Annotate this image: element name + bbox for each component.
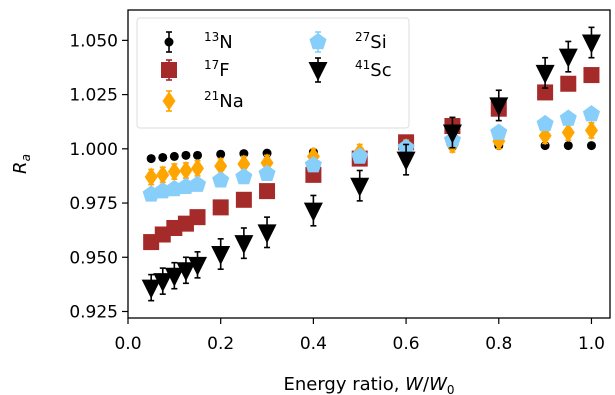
data-point [303,202,323,222]
data-point [164,267,184,287]
axes: 0.0 0.2 0.4 0.6 0.8 1.0 0.925 0.950 0.975 1.000 1.… [69,9,611,354]
legend-entry-sc: 41Sc [308,57,392,83]
data-point [144,167,158,187]
data-point [536,114,554,132]
y-tick-label: 0.925 [69,302,118,322]
data-point [442,124,462,144]
data-point [235,168,253,185]
data-point [490,123,508,140]
x-tick-label: 1.0 [578,334,605,354]
data-point [584,120,598,140]
data-point [193,150,203,160]
legend-label: 41Sc [355,58,392,81]
data-point [179,161,193,181]
data-point [560,75,577,92]
data-point [535,64,555,84]
data-point [191,158,205,178]
legend-marker [308,62,328,81]
legend-label: 27Si [355,30,387,53]
x-tick-label: 0.0 [114,334,141,354]
data-point [396,151,416,171]
data-point [212,171,230,188]
y-axis-title: Ra [10,154,33,174]
y-tick-label: 0.950 [69,248,118,268]
data-point [181,150,191,160]
data-point [216,149,226,159]
data-point [559,109,577,126]
data-point [176,262,196,282]
x-axis-title: Energy ratio, W/W0 [283,374,454,395]
y-tick-label: 1.000 [69,140,118,160]
data-point [561,123,575,143]
data-point [563,141,573,151]
series-sc [141,26,601,302]
data-layer [141,26,601,302]
data-point [214,156,228,176]
legend-entry-si: 27Si [309,30,387,53]
legend-marker [164,37,174,47]
data-point [158,152,168,162]
legend-marker [161,62,177,78]
data-point [586,141,596,151]
data-point [489,97,509,117]
data-point [189,209,206,226]
data-point [351,147,369,164]
series-si [142,105,601,202]
data-point [538,126,552,146]
data-point [156,165,170,185]
y-tick-label: 1.025 [69,86,118,106]
legend-label: 21Na [204,89,244,112]
data-point [234,235,254,255]
data-point [350,177,370,197]
data-point [581,34,601,54]
data-point [259,183,276,200]
data-point [257,224,277,244]
data-point [188,175,207,192]
data-point [304,156,322,173]
plot-frame [127,9,611,319]
legend-label: 13N [204,30,233,53]
x-tick-label: 0.8 [485,334,512,354]
data-point [582,105,601,122]
data-point [237,154,251,174]
legend-entry-f: 17F [161,58,230,81]
data-point [583,67,600,84]
legend-entry-na: 21Na [162,89,244,112]
y-tick-label: 1.050 [69,31,118,51]
legend-box [136,17,410,129]
legend-marker [162,91,176,111]
data-point [235,191,252,208]
data-point [212,199,229,216]
data-point [146,154,156,164]
data-point [537,84,554,101]
x-tick-label: 0.2 [207,334,234,354]
legend: 13N 17F 21Na 27Si 41Sc [136,17,410,129]
data-point [558,48,578,68]
y-tick-label: 0.975 [69,194,118,214]
legend-marker [309,33,327,50]
data-point [169,151,179,161]
x-tick-label: 0.4 [300,334,327,354]
data-point [211,246,231,266]
data-point [188,256,208,276]
data-point [141,279,161,299]
data-point [167,162,181,182]
data-point [258,164,276,182]
legend-label: 17F [204,58,230,81]
x-tick-label: 0.6 [393,334,420,354]
data-point [153,273,173,293]
legend-entry-n: 13N [164,30,233,53]
